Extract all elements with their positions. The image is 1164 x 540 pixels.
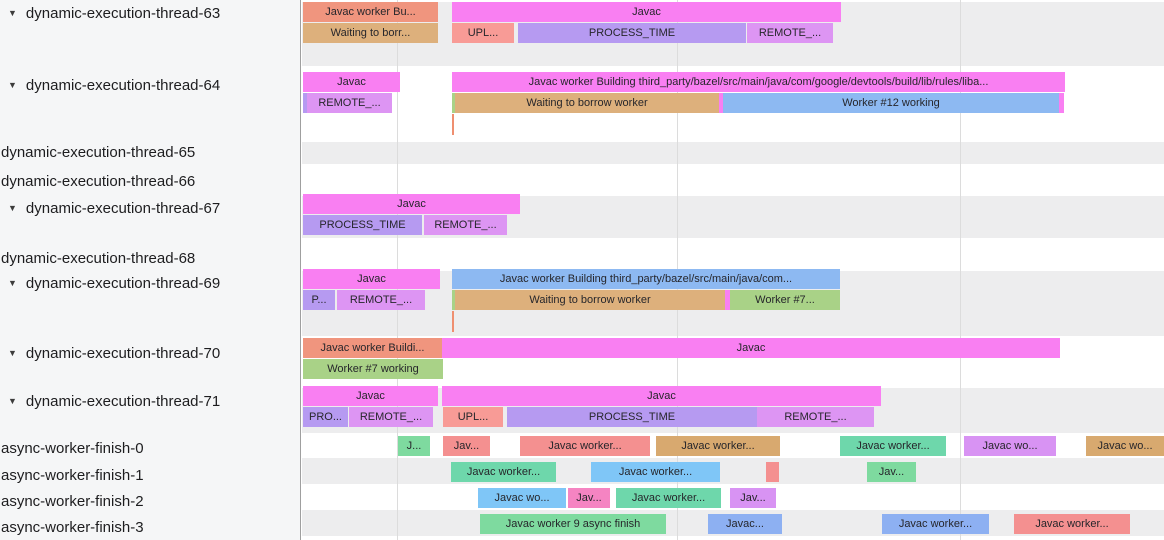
trace-event-bar[interactable]: Javac: [452, 2, 841, 22]
track-label-row-dynamic-execution-thread-64[interactable]: ▼ dynamic-execution-thread-64: [0, 75, 300, 95]
track-background-band: [302, 142, 1164, 164]
trace-event-bar[interactable]: Javac worker Buildi...: [303, 338, 442, 358]
trace-event-bar[interactable]: Javac worker Building third_party/bazel/…: [452, 72, 1065, 92]
trace-event-bar[interactable]: Jav...: [867, 462, 916, 482]
track-label: dynamic-execution-thread-65: [1, 143, 196, 161]
trace-event-sliver[interactable]: [1059, 93, 1064, 113]
trace-event-bar[interactable]: PROCESS_TIME: [518, 23, 746, 43]
trace-event-bar[interactable]: Javac worker...: [616, 488, 721, 508]
trace-event-bar[interactable]: Javac worker...: [1014, 514, 1130, 534]
trace-event-bar[interactable]: UPL...: [443, 407, 503, 427]
trace-event-bar[interactable]: Javac: [303, 194, 520, 214]
trace-event-sliver[interactable]: [719, 93, 723, 113]
trace-event-bar[interactable]: PROCESS_TIME: [303, 215, 422, 235]
track-label-row-dynamic-execution-thread-70[interactable]: ▼ dynamic-execution-thread-70: [0, 343, 300, 363]
trace-event-bar[interactable]: J...: [398, 436, 430, 456]
collapse-triangle-icon[interactable]: ▼: [8, 395, 17, 406]
track-label-row-dynamic-execution-thread-71[interactable]: ▼ dynamic-execution-thread-71: [0, 391, 300, 411]
trace-event-sliver[interactable]: [303, 93, 307, 113]
trace-event-bar[interactable]: Javac worker...: [451, 462, 556, 482]
trace-event-sliver[interactable]: [452, 93, 455, 113]
track-label: async-worker-finish-1: [1, 466, 144, 484]
trace-event-bar[interactable]: REMOTE_...: [349, 407, 433, 427]
collapse-triangle-icon[interactable]: ▼: [8, 202, 17, 213]
trace-event-bar[interactable]: Javac: [442, 386, 881, 406]
track-label-row-async-worker-finish-0: async-worker-finish-0: [0, 438, 301, 458]
trace-event-bar[interactable]: PRO...: [303, 407, 348, 427]
trace-event-bar[interactable]: REMOTE_...: [747, 23, 833, 43]
track-label: dynamic-execution-thread-63: [25, 4, 221, 22]
track-label-row-async-worker-finish-1: async-worker-finish-1: [0, 465, 301, 485]
trace-event-bar[interactable]: Javac worker Bu...: [303, 2, 438, 22]
trace-event-bar[interactable]: Javac worker...: [840, 436, 946, 456]
trace-event-bar[interactable]: Javac wo...: [478, 488, 566, 508]
trace-event-bar[interactable]: Waiting to borrow worker: [455, 93, 719, 113]
trace-event-bar[interactable]: REMOTE_...: [307, 93, 392, 113]
timeline-canvas[interactable]: Javac worker Bu... Javac Waiting to borr..…: [302, 0, 1164, 540]
trace-event-bar[interactable]: REMOTE_...: [424, 215, 507, 235]
track-label-row-dynamic-execution-thread-63[interactable]: ▼ dynamic-execution-thread-63: [0, 3, 300, 23]
trace-event-bar[interactable]: Javac wo...: [1086, 436, 1164, 456]
track-label: async-worker-finish-0: [1, 439, 144, 457]
trace-event-bar[interactable]: Worker #7...: [730, 290, 840, 310]
trace-event-bar[interactable]: Jav...: [568, 488, 610, 508]
trace-event-bar[interactable]: Javac worker...: [882, 514, 989, 534]
trace-event-sliver[interactable]: [452, 290, 455, 310]
trace-event-bar[interactable]: REMOTE_...: [337, 290, 425, 310]
trace-event-sliver[interactable]: [766, 462, 779, 482]
track-label: async-worker-finish-3: [1, 518, 144, 536]
trace-event-bar[interactable]: UPL...: [452, 23, 514, 43]
track-label: dynamic-execution-thread-71: [25, 392, 221, 410]
track-label-row-dynamic-execution-thread-69[interactable]: ▼ dynamic-execution-thread-69: [0, 273, 300, 293]
trace-event-bar[interactable]: Javac: [303, 386, 438, 406]
trace-event-bar[interactable]: Jav...: [443, 436, 490, 456]
trace-event-bar[interactable]: Javac worker Building third_party/bazel/…: [452, 269, 840, 289]
trace-event-bar[interactable]: PROCESS_TIME: [507, 407, 757, 427]
track-label: dynamic-execution-thread-66: [1, 172, 196, 190]
trace-event-bar[interactable]: Javac wo...: [964, 436, 1056, 456]
collapse-triangle-icon[interactable]: ▼: [8, 79, 17, 90]
track-label-row-dynamic-execution-thread-68: dynamic-execution-thread-68: [0, 248, 301, 268]
track-label: dynamic-execution-thread-70: [25, 344, 221, 362]
track-label: dynamic-execution-thread-69: [25, 274, 221, 292]
track-label-row-async-worker-finish-2: async-worker-finish-2: [0, 491, 301, 511]
track-name-panel: ▼ dynamic-execution-thread-63 ▼ dynamic-exe…: [0, 0, 301, 540]
track-label: dynamic-execution-thread-64: [25, 76, 221, 94]
trace-event-bar[interactable]: Worker #12 working: [723, 93, 1059, 113]
track-label: dynamic-execution-thread-68: [1, 249, 196, 267]
trace-event-bar[interactable]: Javac: [442, 338, 1060, 358]
collapse-triangle-icon[interactable]: ▼: [8, 7, 17, 18]
trace-event-bar[interactable]: Waiting to borrow worker: [455, 290, 725, 310]
time-gridline: [960, 0, 961, 540]
trace-event-bar[interactable]: Javac worker...: [520, 436, 650, 456]
trace-event-bar[interactable]: Jav...: [730, 488, 776, 508]
trace-event-bar[interactable]: REMOTE_...: [757, 407, 874, 427]
track-label: async-worker-finish-2: [1, 492, 144, 510]
track-background-band: [302, 458, 1164, 484]
track-label-row-dynamic-execution-thread-66: dynamic-execution-thread-66: [0, 171, 301, 191]
track-label-row-dynamic-execution-thread-67[interactable]: ▼ dynamic-execution-thread-67: [0, 198, 300, 218]
trace-event-bar[interactable]: Javac: [303, 72, 400, 92]
trace-event-bar[interactable]: Javac worker 9 async finish: [480, 514, 666, 534]
track-label: dynamic-execution-thread-67: [25, 199, 221, 217]
trace-event-sliver[interactable]: [725, 290, 730, 310]
track-label-row-dynamic-execution-thread-65: dynamic-execution-thread-65: [0, 142, 301, 162]
trace-event-bar[interactable]: Javac worker...: [656, 436, 780, 456]
collapse-triangle-icon[interactable]: ▼: [8, 347, 17, 358]
instant-event-tick[interactable]: [452, 114, 454, 135]
track-label-row-async-worker-finish-3: async-worker-finish-3: [0, 517, 301, 537]
trace-event-bar[interactable]: Worker #7 working: [303, 359, 443, 379]
trace-event-bar[interactable]: Javac...: [708, 514, 782, 534]
collapse-triangle-icon[interactable]: ▼: [8, 277, 17, 288]
trace-event-bar[interactable]: Waiting to borr...: [303, 23, 438, 43]
trace-event-bar[interactable]: Javac worker...: [591, 462, 720, 482]
instant-event-tick[interactable]: [452, 311, 454, 332]
trace-event-bar[interactable]: Javac: [303, 269, 440, 289]
trace-event-bar[interactable]: P...: [303, 290, 335, 310]
